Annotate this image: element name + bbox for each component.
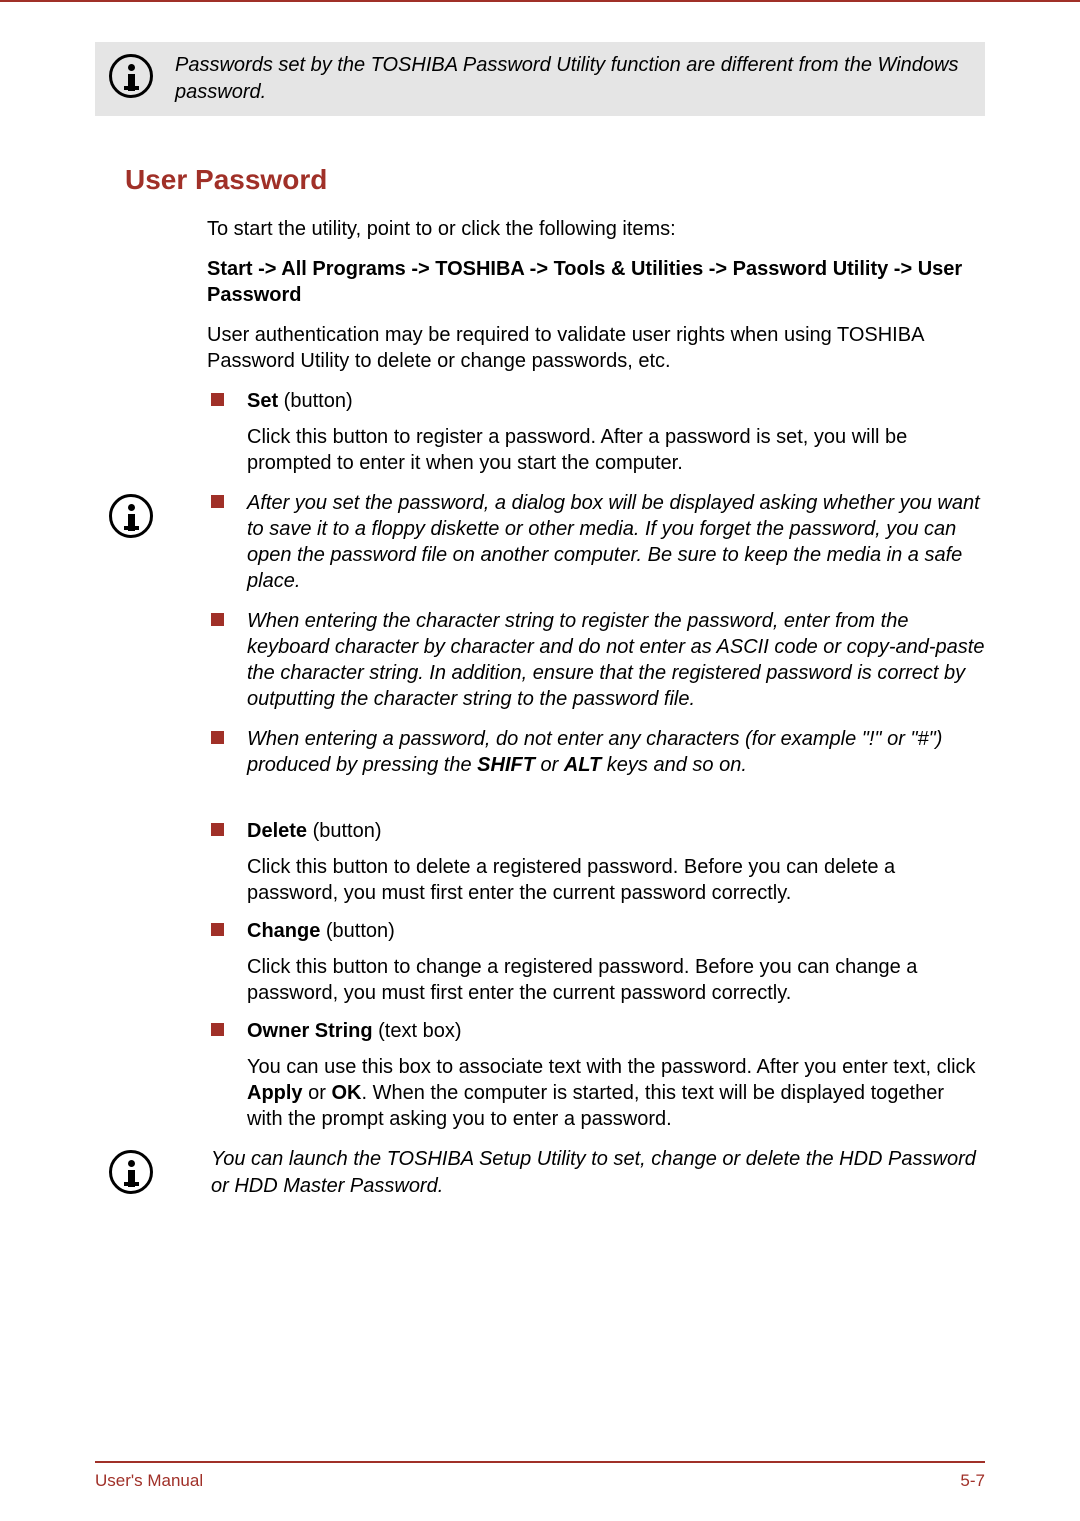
t: or bbox=[535, 754, 564, 776]
info-note-bottom: You can launch the TOSHIBA Setup Utility… bbox=[95, 1146, 985, 1200]
item-desc: Click this button to change a registered… bbox=[247, 954, 985, 1006]
item-desc: You can use this box to associate text w… bbox=[247, 1054, 985, 1132]
list-item-set: Set (button) Click this button to regist… bbox=[207, 388, 985, 476]
italic-list-item: After you set the password, a dialog box… bbox=[207, 490, 985, 594]
t: You can use this box to associate text w… bbox=[247, 1056, 976, 1078]
button-list-1: Set (button) Click this button to regist… bbox=[207, 388, 985, 476]
key-apply: Apply bbox=[247, 1082, 303, 1104]
key-shift: SHIFT bbox=[477, 754, 535, 776]
content-column-2: Delete (button) Click this button to del… bbox=[207, 818, 985, 1132]
key-ok: OK bbox=[331, 1082, 361, 1104]
t: or bbox=[303, 1082, 332, 1104]
info-icon-col bbox=[95, 490, 167, 538]
list-item-delete: Delete (button) Click this button to del… bbox=[207, 818, 985, 906]
item-desc: Click this button to delete a registered… bbox=[247, 854, 985, 906]
navigation-path: Start -> All Programs -> TOSHIBA -> Tool… bbox=[207, 256, 985, 308]
item-desc: Click this button to register a password… bbox=[247, 424, 985, 476]
info-icon-col bbox=[95, 52, 167, 98]
info-icon bbox=[109, 1150, 153, 1194]
auth-note: User authentication may be required to v… bbox=[207, 322, 985, 374]
item-lead: Delete bbox=[247, 820, 307, 842]
info-icon bbox=[109, 54, 153, 98]
page-footer: User's Manual 5-7 bbox=[95, 1461, 985, 1491]
info-note-text: You can launch the TOSHIBA Setup Utility… bbox=[167, 1146, 985, 1200]
key-alt: ALT bbox=[564, 754, 601, 776]
item-lead: Set bbox=[247, 390, 278, 412]
info-note-middle: After you set the password, a dialog box… bbox=[95, 490, 985, 792]
italic-bullet-list: After you set the password, a dialog box… bbox=[207, 490, 985, 778]
footer-right: 5-7 bbox=[960, 1471, 985, 1491]
italic-list-item: When entering the character string to re… bbox=[207, 608, 985, 712]
item-suffix: (button) bbox=[307, 820, 381, 842]
italic-list-item: When entering a password, do not enter a… bbox=[207, 726, 985, 778]
intro-text: To start the utility, point to or click … bbox=[207, 216, 985, 242]
item-suffix: (button) bbox=[320, 920, 394, 942]
content-column: To start the utility, point to or click … bbox=[207, 216, 985, 476]
info-icon bbox=[109, 494, 153, 538]
list-item-owner-string: Owner String (text box) You can use this… bbox=[207, 1018, 985, 1132]
item-suffix: (text box) bbox=[373, 1020, 462, 1042]
info-note-top: Passwords set by the TOSHIBA Password Ut… bbox=[95, 42, 985, 116]
button-list-2: Delete (button) Click this button to del… bbox=[207, 818, 985, 1132]
item-lead: Change bbox=[247, 920, 320, 942]
footer-left: User's Manual bbox=[95, 1471, 203, 1491]
info-note-text: Passwords set by the TOSHIBA Password Ut… bbox=[167, 52, 971, 106]
section-heading: User Password bbox=[125, 164, 985, 196]
info-icon-col bbox=[95, 1146, 167, 1194]
item-lead: Owner String bbox=[247, 1020, 373, 1042]
item-suffix: (button) bbox=[278, 390, 352, 412]
t: keys and so on. bbox=[601, 754, 747, 776]
list-item-change: Change (button) Click this button to cha… bbox=[207, 918, 985, 1006]
page: Passwords set by the TOSHIBA Password Ut… bbox=[0, 0, 1080, 1521]
note-body: After you set the password, a dialog box… bbox=[167, 490, 985, 792]
